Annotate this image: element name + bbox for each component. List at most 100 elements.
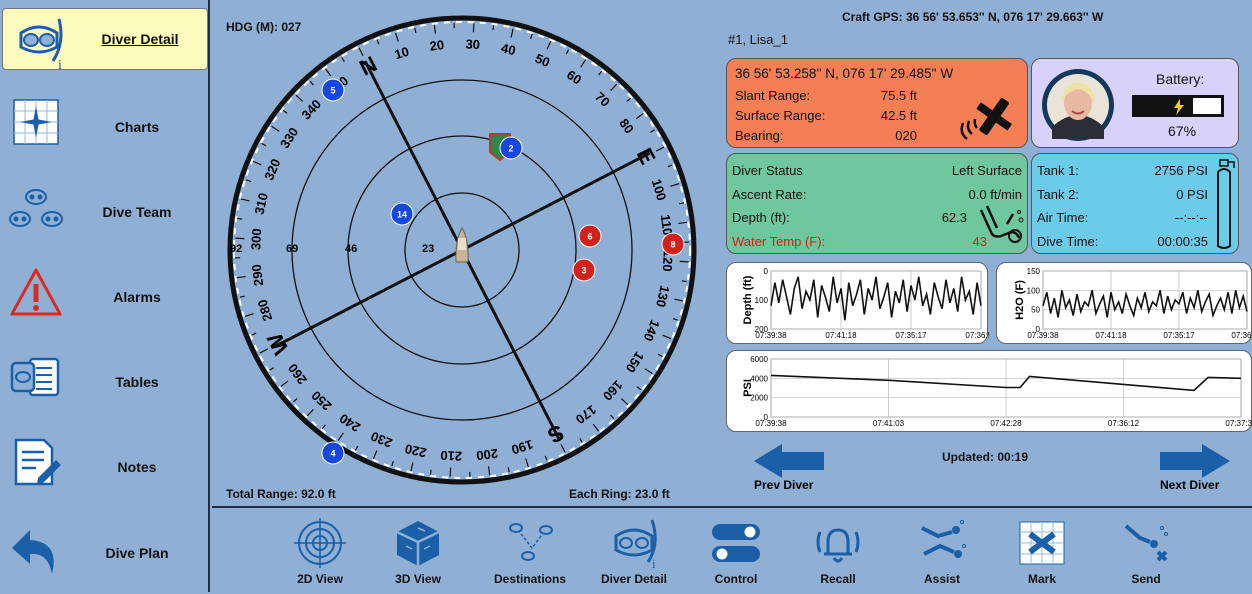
diver-marker[interactable]: 2 bbox=[500, 137, 522, 159]
compass-tick bbox=[252, 333, 257, 335]
toolbar-mark[interactable]: Mark bbox=[996, 508, 1088, 594]
compass-tick bbox=[281, 381, 288, 386]
diver-detail-panel: Craft GPS: 36 56' 53.653'' N, 076 17' 29… bbox=[716, 0, 1252, 505]
compass-degree-label: 230 bbox=[369, 429, 395, 451]
compass-tick bbox=[679, 203, 684, 204]
toolbar-label: Mark bbox=[996, 572, 1088, 586]
sidebar-item-charts[interactable]: Charts bbox=[0, 88, 210, 166]
sidebar-item-diver-detail[interactable]: i Diver Detail bbox=[2, 8, 208, 70]
diver-marker[interactable]: 3 bbox=[573, 259, 595, 281]
sidebar-item-dive-plan[interactable]: Dive Plan bbox=[0, 514, 210, 592]
compass-degree-label: 190 bbox=[510, 437, 535, 458]
diver-swimming-icon bbox=[977, 202, 1025, 246]
diver-marker-id: 2 bbox=[508, 143, 513, 153]
toolbar-control[interactable]: Control bbox=[690, 508, 782, 594]
sidebar-item-label: Notes bbox=[92, 428, 182, 506]
dive-time-value: 00:00:35 bbox=[1157, 234, 1208, 249]
diver-marker[interactable]: 4 bbox=[322, 442, 344, 464]
compass-degree-label: 40 bbox=[500, 40, 517, 58]
bearing-value: 020 bbox=[895, 128, 917, 143]
toolbar-recall[interactable]: Recall bbox=[792, 508, 884, 594]
toolbar-2d-view[interactable]: 2D View bbox=[274, 508, 366, 594]
compass-degree-label: 210 bbox=[440, 448, 462, 464]
diver-marker[interactable]: 8 bbox=[662, 233, 684, 255]
ascent-rate-label: Ascent Rate: bbox=[732, 187, 806, 202]
air-time-value: --:--:-- bbox=[1175, 210, 1208, 225]
toolbar-3d-view[interactable]: 3D View bbox=[372, 508, 464, 594]
compass-tick bbox=[508, 467, 509, 472]
next-diver-button[interactable]: Next Diver bbox=[1156, 442, 1246, 494]
compass-degree-label: 140 bbox=[641, 318, 663, 344]
svg-text:i: i bbox=[58, 58, 62, 73]
x-tick-label: 07:41:18 bbox=[1095, 331, 1127, 340]
compass-tick bbox=[670, 184, 679, 187]
x-tick-label: 07:39:38 bbox=[1027, 331, 1059, 340]
compass-tick bbox=[682, 281, 687, 282]
prev-diver-button[interactable]: Prev Diver bbox=[746, 442, 836, 494]
diver-marker[interactable]: 14 bbox=[391, 203, 413, 225]
compass-tick bbox=[253, 161, 261, 165]
diver-marker[interactable]: 5 bbox=[322, 79, 344, 101]
sidebar-item-alarms[interactable]: Alarms bbox=[0, 258, 210, 336]
diver-marker[interactable]: 6 bbox=[579, 225, 601, 247]
radar-view[interactable]: HDG (M): 027 Total Range: 92.0 ft Each R… bbox=[212, 0, 714, 505]
diver-avatar bbox=[1040, 67, 1116, 143]
tables-icon bbox=[8, 347, 64, 407]
compass-tick bbox=[678, 222, 687, 223]
compass-tick bbox=[262, 143, 266, 145]
toolbar-diver-detail[interactable]: i Diver Detail bbox=[588, 508, 680, 594]
sidebar-item-label: Tables bbox=[92, 343, 182, 421]
compass-degree-label: 60 bbox=[564, 67, 584, 87]
y-tick-label: 0 bbox=[764, 267, 769, 276]
ring-label: 69 bbox=[286, 243, 298, 255]
updated-label: Updated: 00:19 bbox=[942, 450, 1028, 464]
bell-recall-icon bbox=[812, 518, 864, 568]
depth-chart: 07:39:3807:41:1807:35:1707:36:570100200D… bbox=[727, 263, 989, 345]
toolbar-assist[interactable]: Assist bbox=[896, 508, 988, 594]
water-temp-chart: 07:39:3807:41:1807:35:1707:36:5715010050… bbox=[997, 263, 1252, 345]
compass-tick bbox=[241, 199, 250, 201]
compass-tick bbox=[415, 28, 416, 33]
psi-graph: 07:39:3807:41:0307:42:2807:36:1207:37:37… bbox=[726, 350, 1252, 432]
toolbar-destinations[interactable]: Destinations bbox=[484, 508, 576, 594]
compass-tick bbox=[411, 462, 413, 471]
compass-tick bbox=[272, 126, 280, 131]
compass-degree-label: 310 bbox=[251, 191, 270, 216]
compass-tick bbox=[296, 95, 303, 101]
compass-degree-label: 320 bbox=[261, 157, 283, 183]
sidebar-item-tables[interactable]: Tables bbox=[0, 343, 210, 421]
water-temp-graph: 07:39:3807:41:1807:35:1707:36:5715010050… bbox=[996, 262, 1252, 344]
toolbar-send[interactable]: Send bbox=[1100, 508, 1192, 594]
toolbar-label: Diver Detail bbox=[588, 572, 680, 586]
compass-tick bbox=[246, 180, 251, 182]
compass-tick bbox=[668, 165, 673, 167]
sidebar-item-dive-team[interactable]: Dive Team bbox=[0, 173, 210, 251]
sidebar-item-notes[interactable]: Notes bbox=[0, 428, 210, 506]
compass-degree-label: 280 bbox=[255, 298, 276, 323]
sidebar-item-label: Dive Team bbox=[92, 173, 182, 251]
sidebar-item-label: Charts bbox=[92, 88, 182, 166]
cube-3d-icon bbox=[392, 518, 444, 568]
x-tick-label: 07:37:37 bbox=[1225, 419, 1252, 428]
compass-tick bbox=[325, 69, 330, 76]
compass-degree-label: 100 bbox=[649, 177, 670, 202]
compass-tick bbox=[493, 25, 494, 30]
compass-tick bbox=[355, 446, 357, 450]
satellite-icon bbox=[955, 93, 1023, 145]
diver-marker-id: 3 bbox=[581, 265, 586, 275]
air-tank-icon bbox=[1212, 158, 1236, 252]
alarm-triangle-icon bbox=[8, 262, 64, 322]
y-axis-label: H2O (F) bbox=[1014, 280, 1026, 320]
position-panel: 36 56' 53.258'' N, 076 17' 29.485'' W Sl… bbox=[726, 58, 1028, 148]
compass-tick bbox=[658, 354, 662, 356]
compass-tick bbox=[377, 40, 379, 45]
diver-status-label: Diver Status bbox=[732, 163, 803, 178]
compass-tick bbox=[392, 461, 394, 466]
battery-panel: Battery: 67% bbox=[1031, 58, 1239, 148]
tank2-value: 0 PSI bbox=[1176, 187, 1208, 202]
compass-tick bbox=[430, 470, 431, 475]
battery-value: 67% bbox=[1168, 123, 1196, 139]
compass-tick bbox=[611, 84, 617, 91]
toolbar-label: Send bbox=[1100, 572, 1192, 586]
